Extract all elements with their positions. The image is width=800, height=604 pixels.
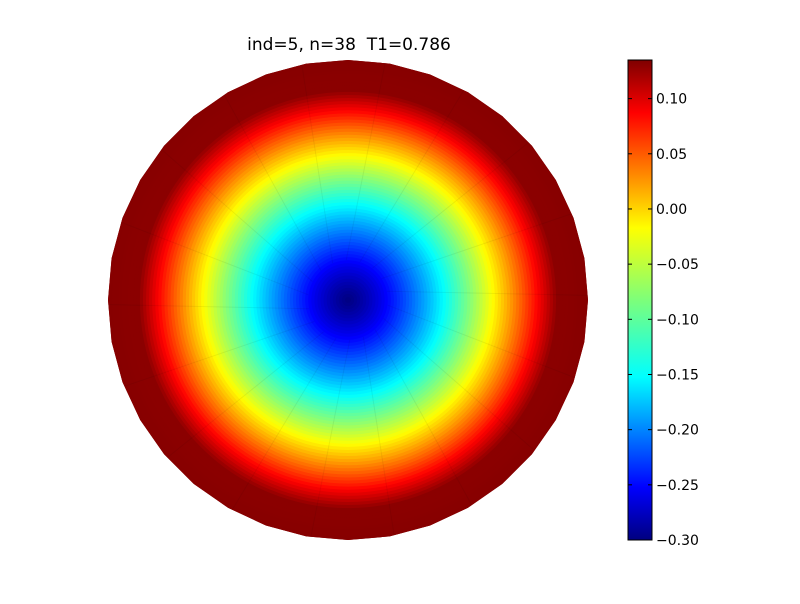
facet-line — [387, 290, 588, 296]
colorbar-tick-label: 0.10 — [656, 92, 687, 108]
colorbar-tick-label: −0.25 — [656, 478, 699, 494]
chart-title: ind=5, n=38 T1=0.786 — [247, 35, 451, 55]
facet-line — [310, 339, 351, 538]
facet-line — [387, 304, 576, 379]
facet-line — [383, 318, 536, 452]
colorbar-ticks: 0.10 0.05 0.00 −0.05 −0.10 −0.15 −0.20 −0.25 −0.… — [628, 92, 699, 549]
colorbar-tick-label: −0.15 — [656, 367, 699, 383]
colorbar-tick-label: −0.05 — [656, 257, 699, 273]
colorbar-tick-label: −0.10 — [656, 312, 699, 328]
heatmap-ring — [344, 296, 352, 304]
facet-line — [166, 331, 324, 459]
colorbar-tick-label: 0.00 — [656, 202, 687, 218]
facet-line — [359, 89, 465, 263]
colorbar-tick-label: −0.30 — [656, 533, 699, 549]
facet-line — [372, 141, 530, 269]
facet-line — [123, 321, 315, 387]
colorbar-tick-label: −0.20 — [656, 423, 699, 439]
facet-line — [231, 337, 337, 511]
facet-line — [374, 329, 473, 506]
colorbar — [627, 59, 653, 541]
colorbar-tick-label: 0.05 — [656, 147, 687, 163]
facet-line — [120, 221, 309, 296]
facet-line — [362, 336, 395, 536]
heatmap-disc — [108, 60, 588, 540]
facet-line — [223, 94, 322, 271]
facet-line — [160, 148, 313, 282]
facet-line — [108, 304, 309, 310]
facet-line — [381, 213, 573, 279]
facet-line — [345, 62, 386, 261]
facet-line — [301, 64, 334, 264]
